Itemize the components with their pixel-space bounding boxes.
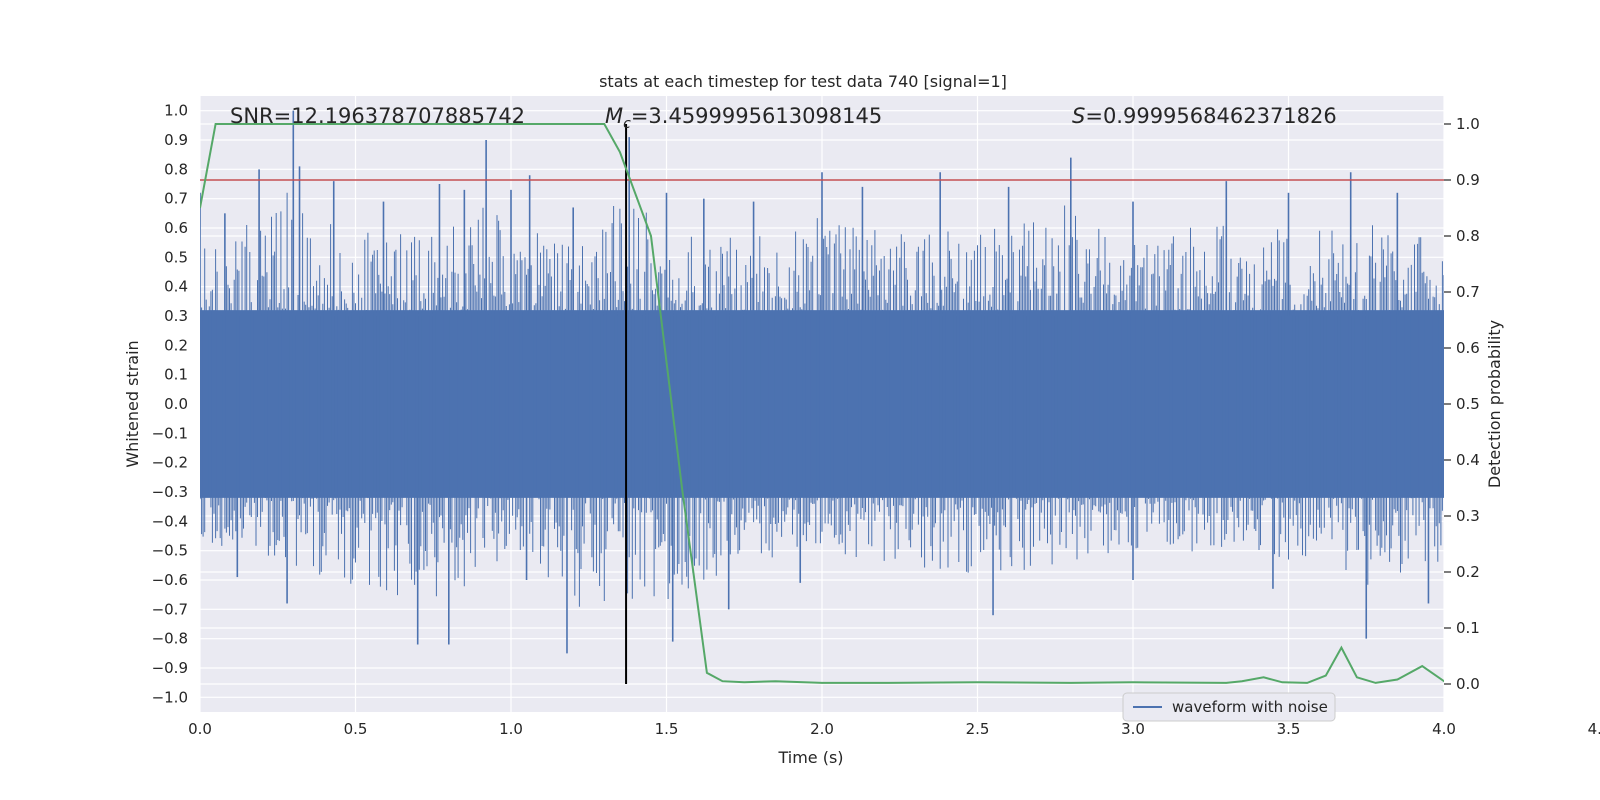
y2-tick-label: 1.0	[1456, 115, 1480, 133]
score-value: =0.9999568462371826	[1085, 104, 1336, 128]
y-tick-label: −0.6	[152, 571, 188, 589]
legend-label-waveform: waveform with noise	[1172, 698, 1328, 716]
y-tick-label: −0.5	[152, 542, 188, 560]
x-tick-label: 1.0	[499, 720, 523, 738]
waveform-layer	[200, 110, 1444, 654]
y-tick-label: 0.0	[164, 395, 188, 413]
x-tick-label: 2.0	[810, 720, 834, 738]
y-tick-label: −0.7	[152, 600, 188, 618]
y-tick-label: 0.3	[164, 307, 188, 325]
y-tick-label: 0.2	[164, 336, 188, 354]
detection-probability-line	[200, 123, 1444, 684]
y-tick-label: 0.4	[164, 278, 188, 296]
y2-tick-label: 0.3	[1456, 507, 1480, 525]
chart-title: stats at each timestep for test data 740…	[599, 72, 1007, 91]
chirp-mass-subscript: c	[623, 116, 631, 132]
x-tick-label: 1.5	[655, 720, 679, 738]
x-axis-label: Time (s)	[777, 748, 843, 767]
y2-tick-label: 0.1	[1456, 619, 1480, 637]
y-tick-label: 0.5	[164, 248, 188, 266]
y-tick-label: 1.0	[164, 102, 188, 120]
chirp-mass-value: =3.4599995613098145	[631, 104, 882, 128]
vertical-markers	[625, 124, 628, 684]
y2-tick-label: 0.0	[1456, 675, 1480, 693]
y-tick-label: 0.8	[164, 160, 188, 178]
chirp-mass-annotation: Mc=3.4599995613098145	[605, 104, 882, 132]
y2-tick-label: 0.9	[1456, 171, 1480, 189]
y-axis-ticks: 1.0 0.9 0.8 0.7 0.6 0.5 0.4 0.3 0.2 0.1 0.0 −0.1 −0.…	[152, 102, 188, 707]
y-tick-label: −0.3	[152, 483, 188, 501]
x-tick-label: 0.5	[344, 720, 368, 738]
snr-annotation: SNR=12.196378707885742	[230, 104, 525, 128]
y2-tick-label: 0.8	[1456, 227, 1480, 245]
x-tick-label: 4.5	[1588, 720, 1600, 738]
y-tick-label: 0.7	[164, 190, 188, 208]
y2-tick-label: 0.6	[1456, 339, 1480, 357]
x-tick-label: 3.0	[1121, 720, 1145, 738]
y2-axis-ticks: 1.0 0.9 0.8 0.7 0.6 0.5 0.4 0.3 0.2 0.1 0.0	[1444, 115, 1480, 693]
y-tick-label: −0.2	[152, 454, 188, 472]
y2-axis-label: Detection probability	[1485, 320, 1504, 488]
x-axis-ticks: 0.00.51.01.52.02.53.03.54.04.55.05.56.06…	[188, 720, 1600, 738]
y2-tick-label: 0.5	[1456, 395, 1480, 413]
y-tick-label: −0.9	[152, 659, 188, 677]
legend: waveform with noise	[1122, 692, 1336, 722]
y2-tick-label: 0.2	[1456, 563, 1480, 581]
waveform-noise	[200, 192, 1444, 607]
y-tick-label: −0.4	[152, 512, 188, 530]
legend-box	[1122, 692, 1336, 722]
x-tick-label: 4.0	[1432, 720, 1456, 738]
y-tick-label: 0.9	[164, 131, 188, 149]
y2-tick-label: 0.4	[1456, 451, 1480, 469]
y-axis-label: Whitened strain	[123, 340, 142, 467]
y-tick-label: 0.6	[164, 219, 188, 237]
y-tick-label: −0.8	[152, 630, 188, 648]
x-tick-label: 2.5	[966, 720, 990, 738]
y-tick-label: −0.1	[152, 424, 188, 442]
y-tick-label: −1.0	[152, 688, 188, 706]
y2-tick-label: 0.7	[1456, 283, 1480, 301]
chirp-mass-symbol: M	[605, 104, 623, 128]
score-symbol: S	[1072, 104, 1085, 128]
y-tick-label: 0.1	[164, 366, 188, 384]
x-tick-label: 0.0	[188, 720, 212, 738]
score-annotation: S=0.9999568462371826	[1072, 104, 1337, 128]
x-tick-label: 3.5	[1277, 720, 1301, 738]
